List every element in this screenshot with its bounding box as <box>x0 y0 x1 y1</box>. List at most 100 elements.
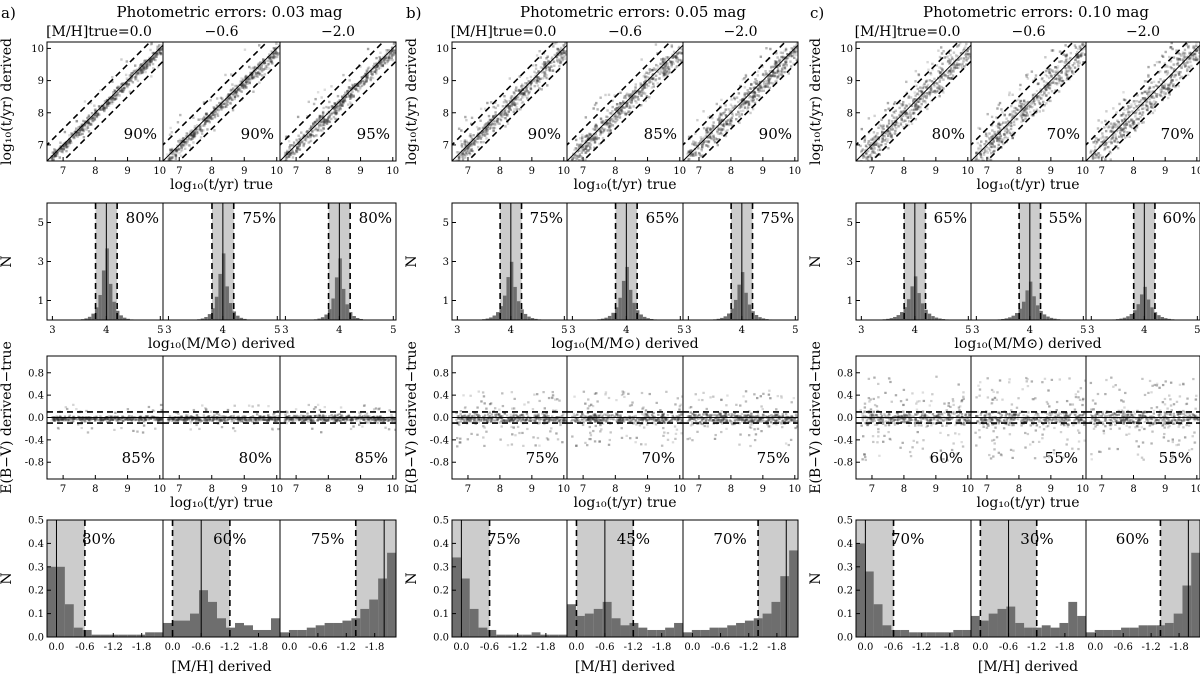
age-point <box>526 85 529 88</box>
age-point <box>622 101 625 105</box>
age-point <box>309 134 312 137</box>
ebv-point <box>340 418 343 421</box>
recovery-percent: 80% <box>239 449 272 467</box>
ebv-point <box>212 415 216 418</box>
age-point <box>379 51 382 54</box>
age-point <box>321 129 324 133</box>
age-point <box>136 72 140 75</box>
age-point <box>112 91 115 94</box>
age-point <box>277 27 279 29</box>
age-point <box>352 94 355 98</box>
age-point <box>766 72 770 76</box>
age-point <box>101 105 105 108</box>
age-point <box>482 130 485 134</box>
age-point <box>252 75 255 79</box>
age-point <box>139 69 143 73</box>
ebv-point <box>56 418 59 421</box>
age-point <box>110 100 113 103</box>
age-point <box>309 133 313 136</box>
ebv-point <box>322 420 325 423</box>
ebv-point <box>203 420 206 423</box>
age-point <box>234 91 237 94</box>
age-point <box>670 65 673 68</box>
age-point <box>591 136 595 139</box>
age-point <box>773 66 776 69</box>
age-point <box>217 107 220 110</box>
age-point <box>640 90 644 93</box>
age-point <box>694 153 697 156</box>
ebv-point <box>216 419 219 422</box>
ebv-point <box>89 417 92 421</box>
age-point <box>624 96 628 100</box>
ebv-point <box>212 417 215 420</box>
ebv-point <box>362 404 366 407</box>
age-point <box>87 114 91 117</box>
age-point <box>306 134 309 137</box>
age-point <box>766 85 769 88</box>
age-point <box>559 61 563 64</box>
age-point <box>149 59 152 62</box>
age-point <box>81 132 84 136</box>
age-point <box>480 135 484 138</box>
y-tick-label: 10 <box>31 44 44 55</box>
age-point <box>536 79 540 82</box>
age-point <box>221 106 224 110</box>
age-point <box>619 91 622 94</box>
ebv-point <box>324 419 327 422</box>
x-tick-label: -1.2 <box>337 642 356 653</box>
age-point <box>778 39 780 41</box>
ebv-point <box>263 418 266 421</box>
age-point <box>203 122 206 126</box>
age-point <box>675 54 679 58</box>
ebv-point <box>111 418 114 422</box>
age-point <box>328 100 331 104</box>
age-point <box>237 88 240 91</box>
ebv-point <box>194 417 198 420</box>
age-point <box>672 50 676 54</box>
age-point <box>598 129 602 132</box>
ebv-point <box>94 418 97 421</box>
ebv-point <box>266 415 270 418</box>
age-point <box>467 146 470 149</box>
ebv-point <box>186 417 190 420</box>
age-point <box>479 119 482 122</box>
age-point <box>385 51 389 55</box>
ebv-point <box>276 415 280 418</box>
ebv-point <box>373 420 376 423</box>
age-point <box>389 51 392 54</box>
ebv-point <box>330 418 334 421</box>
age-point <box>62 145 66 149</box>
ebv-point <box>188 416 192 420</box>
mass-histogram-bar <box>327 309 332 320</box>
age-point <box>169 148 172 151</box>
y-tick-label: 1 <box>38 296 44 307</box>
age-point <box>671 60 674 64</box>
age-point <box>617 112 620 115</box>
age-point <box>257 62 261 65</box>
ebv-point <box>283 418 287 421</box>
ebv-point <box>390 417 394 420</box>
age-point <box>670 45 674 49</box>
age-point <box>707 131 710 134</box>
age-point <box>258 65 262 68</box>
subplot-mass-1-2: 75%3 4 5 <box>682 202 799 336</box>
age-point <box>488 127 491 130</box>
age-point <box>570 158 574 161</box>
ebv-point <box>285 418 288 421</box>
age-point <box>792 47 795 51</box>
age-point <box>574 138 578 142</box>
age-point <box>663 65 666 69</box>
age-point <box>755 97 759 101</box>
age-point <box>716 143 719 147</box>
ebv-point <box>335 420 339 423</box>
age-point <box>78 125 82 129</box>
age-point <box>593 103 597 107</box>
age-point <box>178 138 182 142</box>
ebv-point <box>52 417 55 420</box>
mh-histogram-bar <box>154 632 163 637</box>
age-point <box>74 134 77 137</box>
ebv-point <box>220 419 224 422</box>
age-point <box>781 74 784 77</box>
age-point <box>253 67 257 70</box>
ebv-point <box>260 418 263 421</box>
